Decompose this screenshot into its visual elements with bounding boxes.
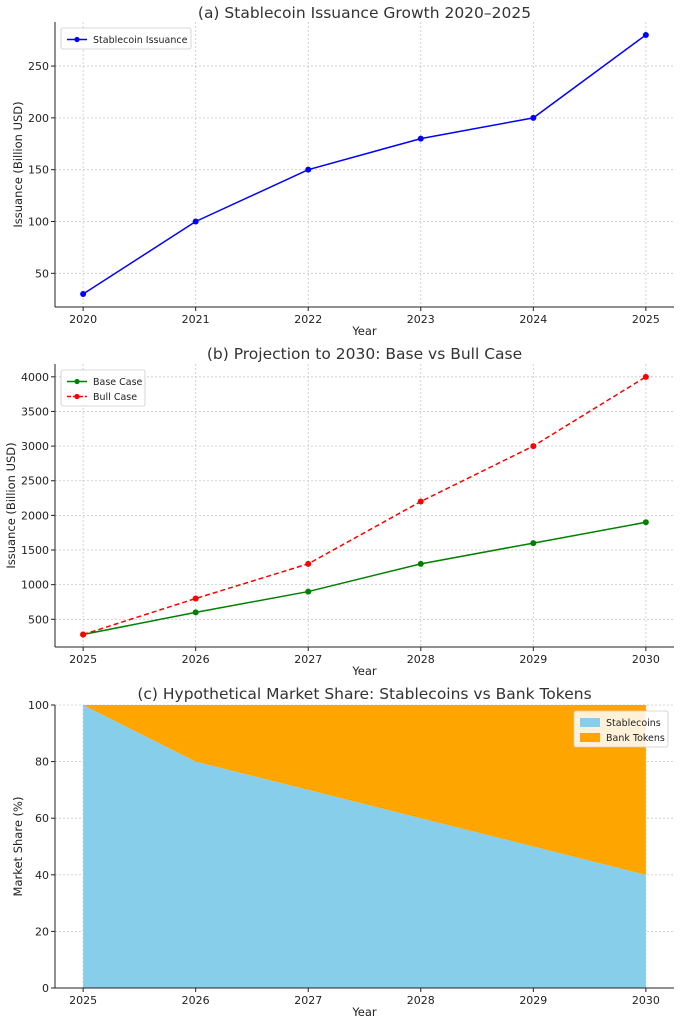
series-line-base-case [82,521,646,636]
x-tick-label: 2029 [519,994,547,1007]
y-tick-label: 1000 [21,579,49,592]
data-point-stablecoin-issuance [417,135,424,142]
y-tick-label: 60 [35,812,49,825]
legend-label: Base Case [93,377,143,388]
y-axis-label: Issuance (Billion USD) [11,101,25,227]
y-tick-label: 150 [28,164,49,177]
series-line-stablecoin-issuance [82,34,647,295]
x-tick-label: 2027 [294,653,322,666]
data-point-base-case [417,560,424,567]
legend-label: Bank Tokens [606,733,665,744]
y-tick-label: 40 [35,869,49,882]
chart-title: (c) Hypothetical Market Share: Stablecoi… [137,685,591,703]
x-tick-label: 2024 [519,313,547,326]
x-tick-label: 2028 [407,994,435,1007]
x-tick-label: 2025 [69,653,97,666]
legend-label: Bull Case [93,392,137,403]
y-axis-label: Issuance (Billion USD) [4,442,18,568]
series-line-bull-case [82,376,647,636]
x-tick-label: 2021 [182,313,210,326]
y-tick-label: 1500 [21,544,49,557]
x-tick-label: 2026 [182,653,210,666]
x-tick-label: 2025 [69,994,97,1007]
y-tick-label: 0 [42,982,49,995]
legend-box [60,27,192,50]
data-point-bull-case [530,443,537,450]
x-axis-label: Year [351,324,377,338]
chart-title: (b) Projection to 2030: Base vs Bull Cas… [207,345,522,363]
data-point-bull-case [305,560,312,567]
y-tick-label: 20 [35,925,49,938]
data-point-base-case [530,540,537,547]
area-bank-tokens [83,705,646,875]
data-point-bull-case [192,595,199,602]
data-point-base-case [192,609,199,616]
y-tick-label: 100 [28,216,49,229]
legend-label: Stablecoin Issuance [93,35,188,46]
chart-title: (a) Stablecoin Issuance Growth 2020–2025 [198,4,531,22]
y-tick-label: 100 [28,699,49,712]
data-point-bull-case [417,498,424,505]
x-axis-label: Year [351,1005,377,1019]
y-tick-label: 3000 [21,440,49,453]
x-tick-label: 2030 [632,653,660,666]
legend-marker [74,378,80,385]
legend-marker [74,393,80,400]
data-point-base-case [642,519,649,526]
y-tick-label: 50 [35,267,49,280]
legend: Stablecoin Issuance [60,27,192,50]
legend-label: Stablecoins [606,718,661,729]
x-tick-label: 2030 [632,994,660,1007]
y-tick-label: 2500 [21,475,49,488]
data-point-bull-case [80,631,87,638]
data-point-stablecoin-issuance [192,218,199,225]
data-point-stablecoin-issuance [305,166,312,173]
legend: Base Case Bull Case [60,369,146,407]
legend-swatch [580,733,600,742]
data-point-stablecoin-issuance [642,31,649,38]
y-tick-label: 500 [28,613,49,626]
x-tick-label: 2029 [519,653,547,666]
x-tick-label: 2023 [407,313,435,326]
chart-panel-1: 2020 2021 2022 2023 2024 2025 50 100 150 200 250 (a… [11,4,674,338]
legend-swatch [580,718,600,727]
y-tick-label: 200 [28,112,49,125]
data-point-bull-case [642,373,649,380]
x-tick-label: 2027 [294,994,322,1007]
y-axis-label: Market Share (%) [11,797,25,897]
x-tick-label: 2025 [632,313,660,326]
y-tick-label: 80 [35,756,49,769]
y-tick-label: 250 [28,60,49,73]
x-tick-label: 2022 [294,313,322,326]
legend-marker [74,36,80,43]
x-tick-label: 2026 [182,994,210,1007]
chart-panel-2: 2025 2026 2027 2028 2029 2030 500 1000 1500 2000 2… [4,345,674,678]
y-tick-label: 2000 [21,509,49,522]
data-point-stablecoin-issuance [80,291,87,298]
x-tick-label: 2020 [69,313,97,326]
x-axis-label: Year [351,664,377,678]
legend: Stablecoins Bank Tokens [573,710,669,748]
y-tick-label: 4000 [21,371,49,384]
y-tick-label: 3500 [21,405,49,418]
x-tick-label: 2028 [407,653,435,666]
chart-panel-3: 2025 2026 2027 2028 2029 2030 0 20 40 60 80 100 (c) … [11,685,674,1019]
area-stablecoins [83,705,646,988]
data-point-stablecoin-issuance [530,114,537,121]
data-point-base-case [305,588,312,595]
